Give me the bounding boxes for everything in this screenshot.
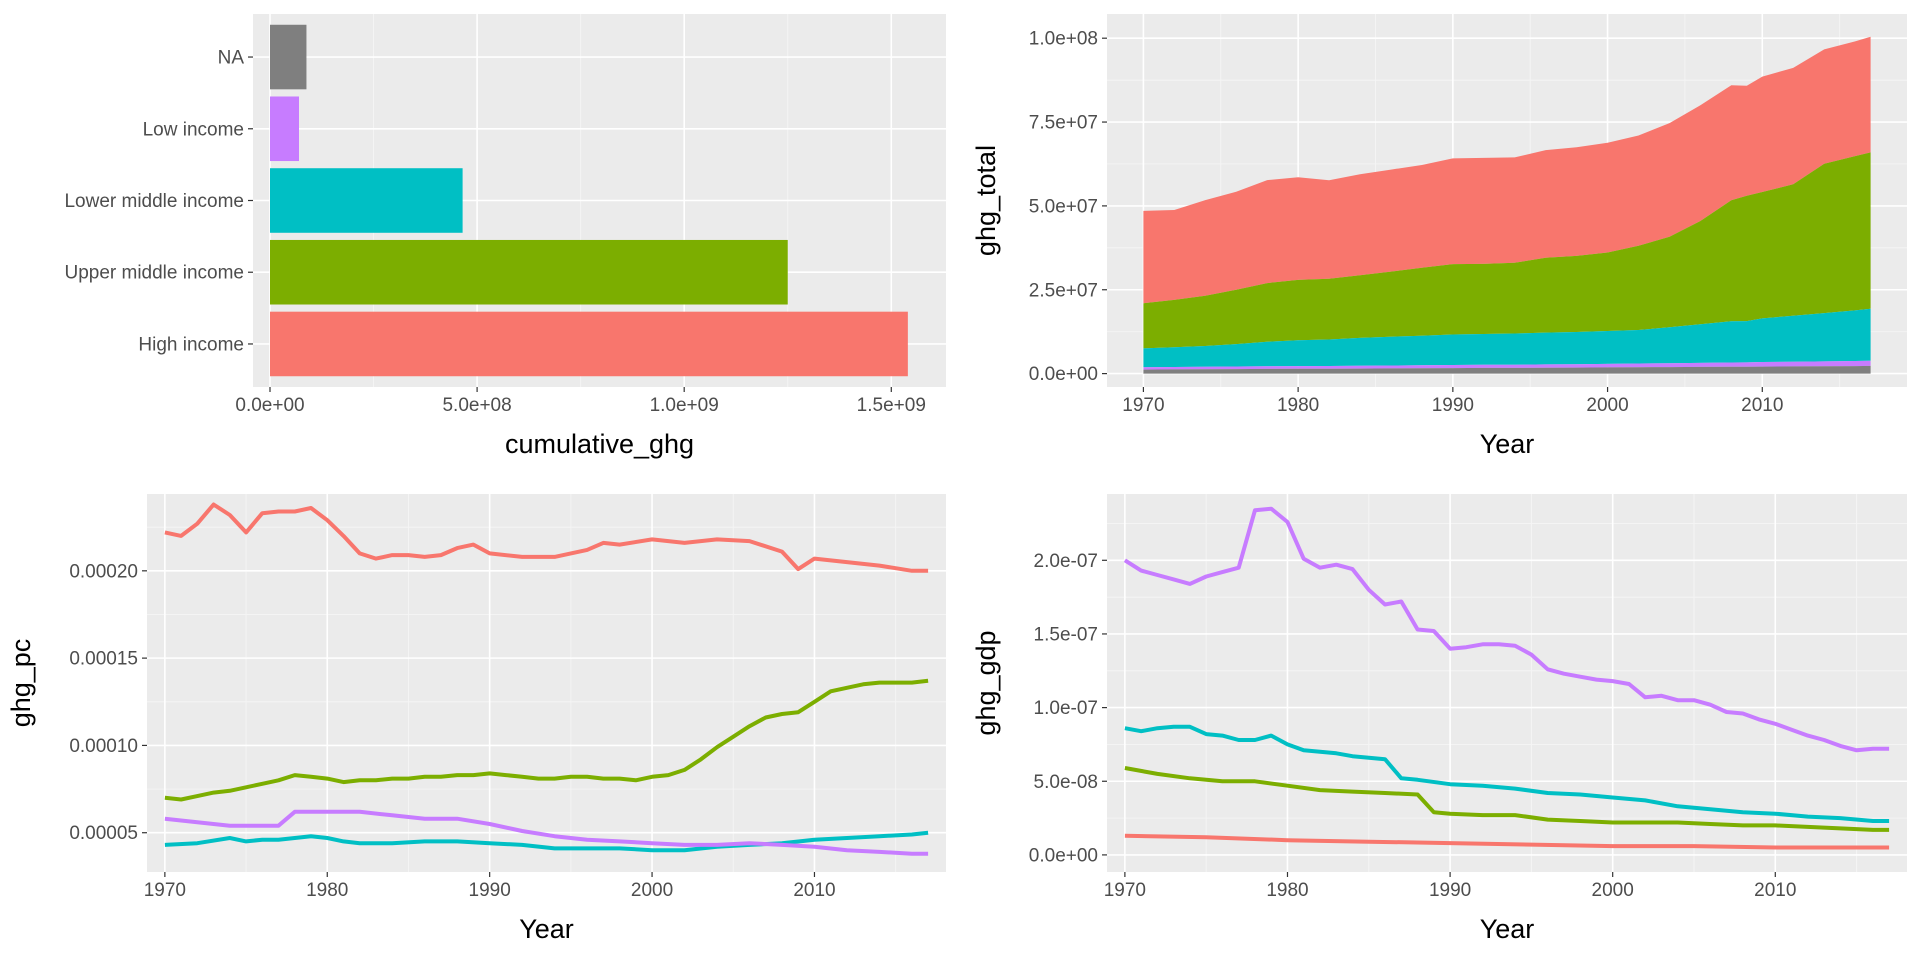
bar: [270, 96, 299, 162]
per-gdp-chart-y-tick-label: 1.5e-07: [1034, 624, 1098, 645]
bar-chart-x-axis-title: cumulative_ghg: [505, 429, 694, 459]
bar-chart-y-tick-label: Low income: [143, 119, 244, 140]
series-line: [164, 830, 929, 853]
panel-per-gdp-chart: 1970 1980 1990 2000 2010 0.0e+00 5.0e-08 1.0e-0…: [971, 494, 1907, 944]
bar-chart-y-tick-label: High income: [138, 334, 244, 355]
bar: [270, 239, 788, 305]
bar: [270, 168, 463, 233]
per-gdp-chart-x-tick-label: 2000: [1592, 880, 1634, 901]
per-capita-chart-y-tick-label: 0.00015: [69, 649, 138, 670]
area-chart-x-tick-label: 2000: [1586, 395, 1628, 416]
area-band: [1143, 360, 1871, 370]
bar-chart-x-tick-label: 0.0e+00: [235, 395, 304, 416]
per-capita-chart-x-tick-label: 2010: [793, 880, 835, 901]
area-chart-x-axis-title: Year: [1480, 429, 1535, 459]
per-gdp-chart-x-axis-title: Year: [1480, 914, 1535, 944]
area-chart-y-axis-title: ghg_total: [971, 145, 1001, 256]
per-gdp-chart-y-axis-title: ghg_gdp: [971, 630, 1001, 735]
bar-chart-x-tick-label: 1.0e+09: [650, 395, 719, 416]
area-chart-x-tick-label: 2010: [1741, 395, 1783, 416]
series-line: [1123, 506, 1890, 753]
per-gdp-chart-x-tick-label: 2010: [1754, 880, 1796, 901]
bar: [270, 311, 908, 377]
area-chart-y-tick-label: 2.5e+07: [1029, 280, 1098, 301]
per-capita-chart-plot-background: [147, 494, 946, 872]
area-band: [1143, 365, 1871, 374]
bar-chart-y-tick-label: NA: [218, 48, 245, 69]
panel-area-chart: 1970 1980 1990 2000 2010 0.0e+00 2.5e+07 5.0e+0…: [971, 14, 1907, 459]
series-line: [164, 678, 929, 802]
bar-chart-y-tick-label: Upper middle income: [64, 263, 244, 284]
panel-per-capita-chart: 1970 1980 1990 2000 2010 0.00005 0.00010 0.0001…: [6, 494, 946, 944]
area-chart-x-tick-label: 1970: [1122, 395, 1164, 416]
bar-chart-y-tick-label: Lower middle income: [64, 191, 244, 212]
series-line: [1124, 833, 1890, 850]
area-chart-y-tick-label: 1.0e+08: [1029, 29, 1098, 50]
panel-bar-chart: High income Upper middle income Lower midd…: [64, 14, 946, 459]
area-chart-y-tick-label: 0.0e+00: [1029, 364, 1098, 385]
per-capita-chart-x-tick-label: 1980: [306, 880, 348, 901]
per-gdp-chart-y-tick-label: 5.0e-08: [1034, 772, 1098, 793]
bar-chart-x-tick-label: 1.5e+09: [857, 395, 926, 416]
per-capita-chart-y-tick-label: 0.00005: [69, 823, 138, 844]
area-chart-y-tick-label: 5.0e+07: [1029, 196, 1098, 217]
per-gdp-chart-x-tick-label: 1990: [1429, 880, 1471, 901]
per-capita-chart-y-axis-title: ghg_pc: [6, 639, 36, 728]
per-gdp-chart-x-tick-label: 1970: [1104, 880, 1146, 901]
bar-chart-x-tick-label: 5.0e+08: [442, 395, 511, 416]
area-band: [1143, 152, 1871, 349]
per-gdp-chart-y-tick-label: 0.0e+00: [1029, 845, 1098, 866]
area-chart-y-tick-label: 7.5e+07: [1029, 113, 1098, 134]
per-capita-chart-y-tick-label: 0.00010: [69, 736, 138, 757]
series-line: [1124, 766, 1890, 832]
area-chart-x-tick-label: 1980: [1277, 395, 1319, 416]
per-gdp-chart-x-tick-label: 1980: [1266, 880, 1308, 901]
per-capita-chart-y-tick-label: 0.00020: [69, 561, 138, 582]
bar: [270, 24, 307, 90]
area-band: [1143, 308, 1871, 368]
per-capita-chart-x-tick-label: 2000: [631, 880, 673, 901]
per-gdp-chart-y-tick-label: 2.0e-07: [1034, 551, 1098, 572]
per-gdp-chart-y-tick-label: 1.0e-07: [1034, 698, 1098, 719]
series-line: [164, 502, 929, 573]
area-chart-x-tick-label: 1990: [1432, 395, 1474, 416]
per-capita-chart-x-tick-label: 1970: [144, 880, 186, 901]
per-capita-chart-x-axis-title: Year: [519, 914, 574, 944]
area-band: [1143, 36, 1871, 304]
series-line: [1124, 724, 1890, 823]
per-capita-chart-x-tick-label: 1990: [469, 880, 511, 901]
series-line: [164, 809, 929, 856]
